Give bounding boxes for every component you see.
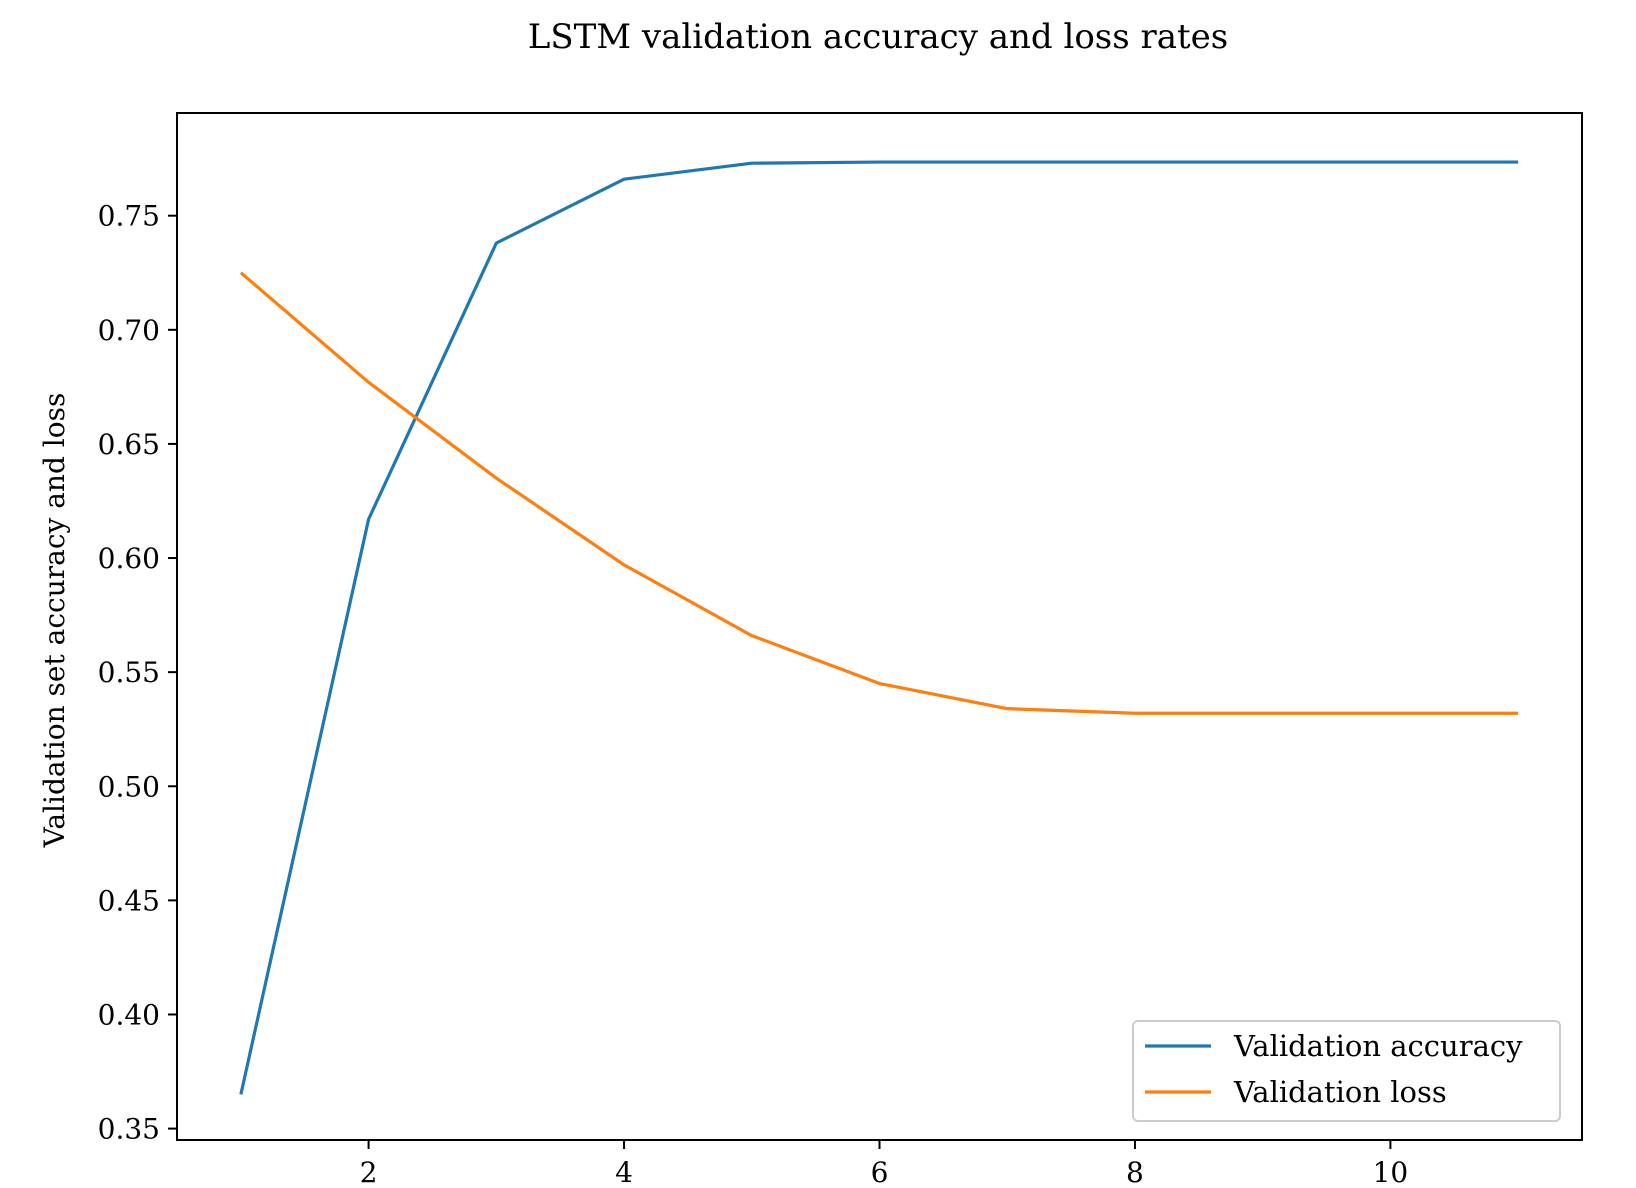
series-lines: [239, 160, 1519, 1095]
y-tick-label: 0.35: [98, 1113, 160, 1146]
y-tick-label: 0.55: [98, 656, 160, 689]
y-tick-label: 0.40: [98, 998, 160, 1031]
y-tick-label: 0.45: [98, 884, 160, 917]
legend-label: Validation loss: [1233, 1075, 1447, 1109]
x-tick-label: 8: [1126, 1156, 1144, 1184]
x-tick-label: 10: [1373, 1156, 1409, 1184]
y-tick-label: 0.60: [98, 542, 160, 575]
series-line-validation-loss: [239, 271, 1519, 715]
legend: Validation accuracy Validation loss: [1132, 1020, 1561, 1122]
legend-label: Validation accuracy: [1233, 1029, 1523, 1063]
series-line-validation-accuracy: [239, 160, 1519, 1095]
legend-box: [1132, 1020, 1561, 1122]
plot-area-frame: [176, 112, 1583, 1141]
y-tick-label: 0.75: [98, 200, 160, 233]
y-tick-label: 0.65: [98, 428, 160, 461]
y-tick-label: 0.70: [98, 314, 160, 347]
y-tick-label: 0.50: [98, 770, 160, 803]
x-axis-ticks: 2 4 6 8 10: [360, 1140, 1409, 1188]
y-axis-label: Validation set accuracy and loss: [38, 393, 71, 849]
y-axis-ticks: 0.35 0.40 0.45 0.50 0.55 0.60 0.65 0.70 0.75: [98, 200, 177, 1146]
x-tick-label: 2: [360, 1156, 378, 1184]
chart-title: LSTM validation accuracy and loss rates: [528, 17, 1229, 57]
x-tick-label: 4: [615, 1156, 633, 1184]
x-tick-label: 6: [871, 1156, 889, 1184]
